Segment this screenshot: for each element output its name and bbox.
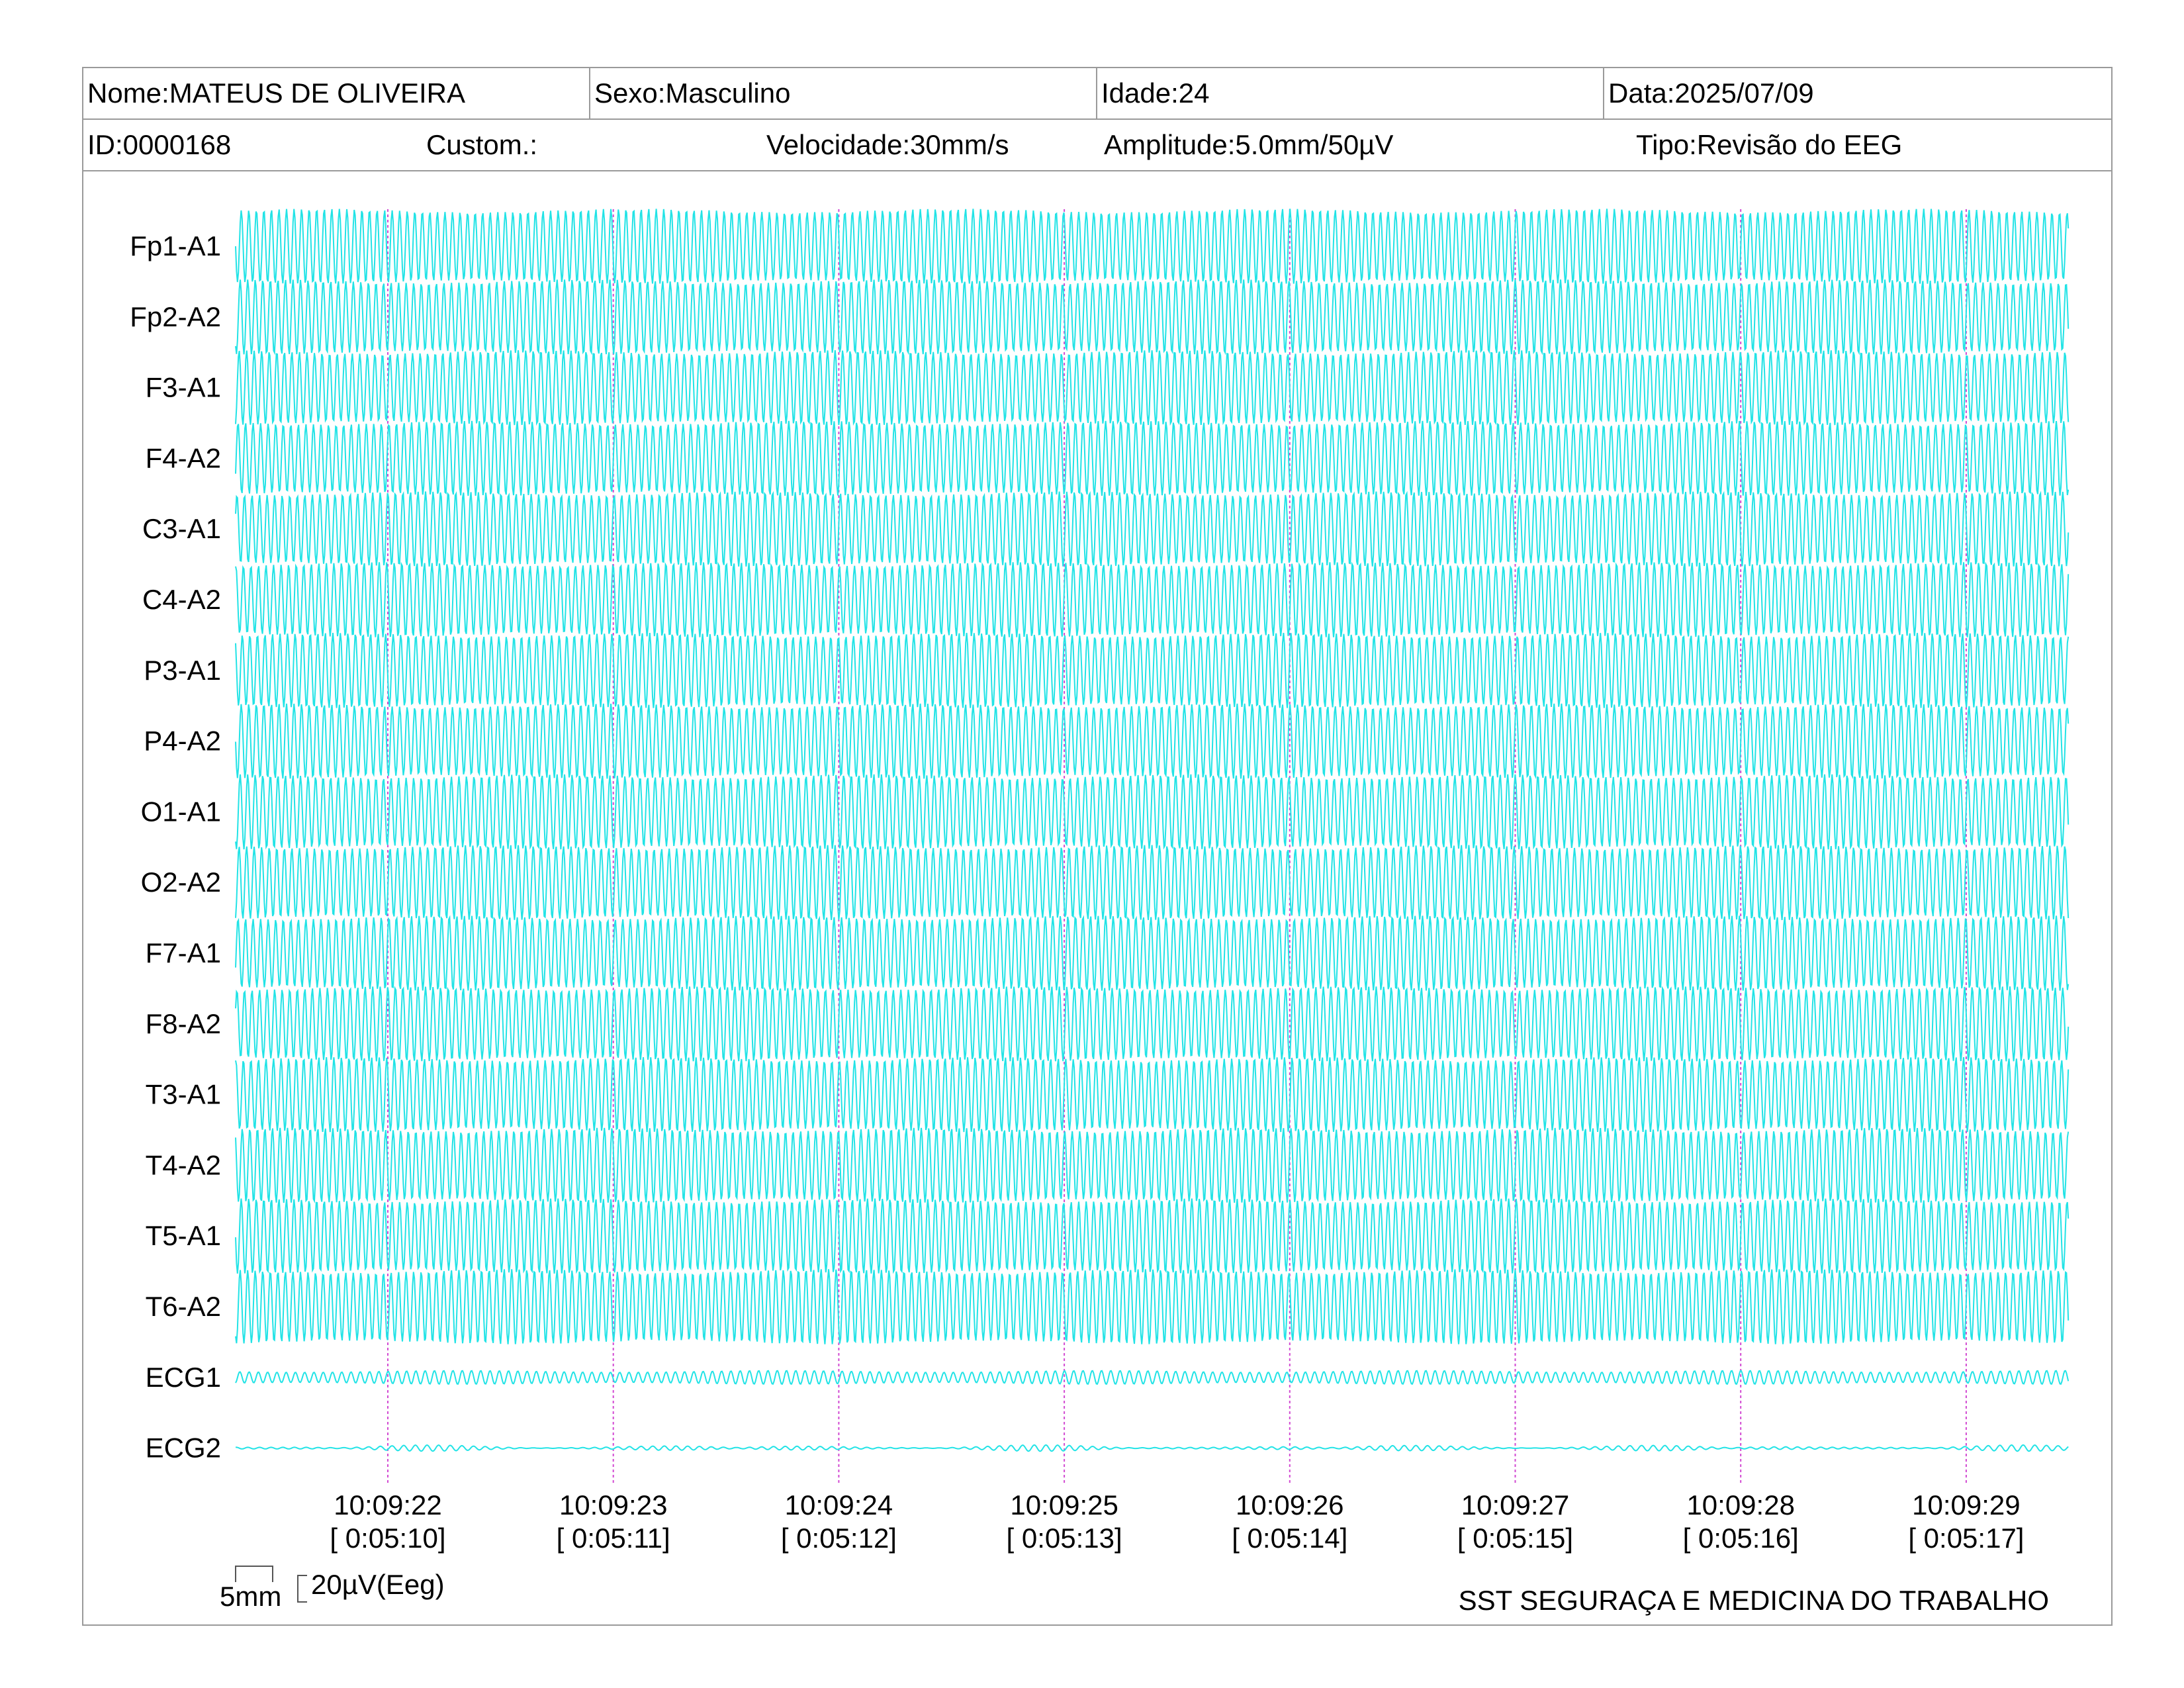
channel-label: P4-A2 xyxy=(144,726,221,757)
elapsed-time-label: [ 0:05:13] xyxy=(1007,1523,1122,1554)
channel-trace xyxy=(235,986,2070,1062)
channel-label: Fp1-A1 xyxy=(130,230,221,261)
channel-trace xyxy=(235,491,2070,567)
elapsed-time-label: [ 0:05:12] xyxy=(781,1523,897,1554)
channel-label: C3-A1 xyxy=(142,513,221,544)
channel-label: F7-A1 xyxy=(146,937,221,968)
channel-label: T3-A1 xyxy=(146,1079,221,1110)
patient-name: Nome:MATEUS DE OLIVEIRA xyxy=(87,77,466,109)
channel-labels: Fp1-A1 Fp2-A2 F3-A1 F4-A2 C3-A1 C4-A2 P3-A1 P4-… xyxy=(130,230,221,1464)
eeg-traces xyxy=(235,209,2070,1452)
channel-label: P3-A1 xyxy=(144,655,221,686)
channel-label: F4-A2 xyxy=(146,442,221,473)
report-frame: Nome:MATEUS DE OLIVEIRA Sexo:Masculino I… xyxy=(82,67,2113,1626)
channel-trace xyxy=(235,1269,2070,1344)
elapsed-time-label: [ 0:05:15] xyxy=(1457,1523,1573,1554)
clock-time-label: 10:09:25 xyxy=(1010,1489,1118,1521)
channel-label: F8-A2 xyxy=(146,1008,221,1039)
time-scale-label: 5mm xyxy=(220,1581,281,1612)
channel-trace xyxy=(235,209,2070,284)
channel-trace xyxy=(235,1370,2070,1385)
channel-trace xyxy=(236,1444,2069,1452)
channel-trace xyxy=(235,561,2070,637)
exam-type: Tipo:Revisão do EEG xyxy=(1636,129,1903,160)
time-axis: 10:09:22[ 0:05:10] 10:09:23[ 0:05:11] 10:0… xyxy=(330,1489,2024,1554)
clock-time-label: 10:09:23 xyxy=(559,1489,668,1521)
channel-label: Fp2-A2 xyxy=(130,301,221,332)
elapsed-time-label: [ 0:05:16] xyxy=(1683,1523,1799,1554)
header-divider xyxy=(1603,68,1604,120)
channel-label: T5-A1 xyxy=(146,1220,221,1251)
amplitude-scale-label: 20µV(Eeg) xyxy=(311,1569,445,1600)
elapsed-time-label: [ 0:05:17] xyxy=(1908,1523,2024,1554)
elapsed-time-label: [ 0:05:11] xyxy=(557,1523,670,1554)
header-row-patient: Nome:MATEUS DE OLIVEIRA Sexo:Masculino I… xyxy=(83,68,2111,120)
channel-trace xyxy=(235,350,2070,426)
patient-id: ID:0000168 xyxy=(87,129,232,160)
channel-trace xyxy=(235,279,2070,355)
header-divider xyxy=(589,68,590,120)
recording-amplitude: Amplitude:5.0mm/50µV xyxy=(1104,129,1394,160)
clock-time-label: 10:09:27 xyxy=(1461,1489,1570,1521)
clock-time-label: 10:09:26 xyxy=(1236,1489,1344,1521)
clock-time-label: 10:09:22 xyxy=(334,1489,442,1521)
clock-time-label: 10:09:24 xyxy=(785,1489,893,1521)
channel-trace xyxy=(235,1127,2070,1204)
channel-trace xyxy=(235,420,2070,496)
channel-trace xyxy=(235,774,2070,850)
elapsed-time-label: [ 0:05:14] xyxy=(1232,1523,1347,1554)
custom-field: Custom.: xyxy=(426,129,538,160)
clock-time-label: 10:09:28 xyxy=(1686,1489,1795,1521)
amplitude-scale-bracket xyxy=(297,1575,307,1603)
exam-date: Data:2025/07/09 xyxy=(1608,77,1814,109)
channel-trace xyxy=(235,1057,2070,1133)
channel-trace xyxy=(235,703,2070,780)
channel-trace xyxy=(235,1198,2070,1274)
channel-label: ECG2 xyxy=(146,1432,221,1464)
channel-label: ECG1 xyxy=(146,1362,221,1393)
patient-sex: Sexo:Masculino xyxy=(594,77,791,109)
channel-label: F3-A1 xyxy=(146,372,221,403)
footer-company: SST SEGURAÇA E MEDICINA DO TRABALHO xyxy=(1459,1585,2049,1616)
channel-label: C4-A2 xyxy=(142,584,221,615)
channel-trace xyxy=(235,633,2070,708)
scale-bar: 5mm 20µV(Eeg) xyxy=(220,1566,445,1612)
time-scale-bracket xyxy=(235,1566,273,1582)
elapsed-time-label: [ 0:05:10] xyxy=(330,1523,445,1554)
header-divider xyxy=(1096,68,1097,120)
channel-trace xyxy=(235,845,2070,920)
channel-label: T6-A2 xyxy=(146,1291,221,1322)
channel-label: O1-A1 xyxy=(141,796,221,827)
clock-time-label: 10:09:29 xyxy=(1912,1489,2021,1521)
channel-label: T4-A2 xyxy=(146,1149,221,1180)
channel-trace xyxy=(235,915,2070,991)
channel-label: O2-A2 xyxy=(141,867,221,898)
patient-age: Idade:24 xyxy=(1101,77,1210,109)
recording-speed: Velocidade:30mm/s xyxy=(766,129,1009,160)
header-row-exam: ID:0000168 Custom.: Velocidade:30mm/s Am… xyxy=(83,120,2111,171)
